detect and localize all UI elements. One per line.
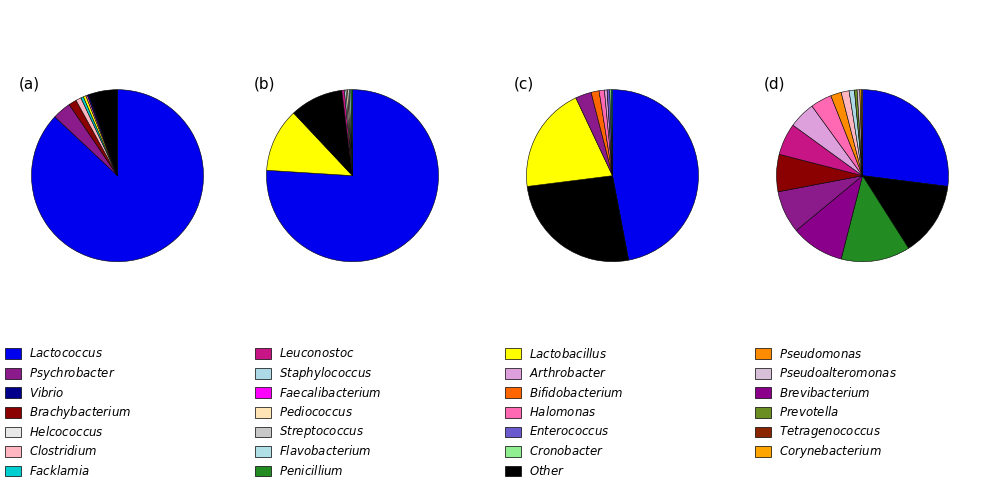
Wedge shape xyxy=(793,106,862,176)
Wedge shape xyxy=(294,90,352,176)
Wedge shape xyxy=(591,91,612,176)
Wedge shape xyxy=(862,90,948,186)
Wedge shape xyxy=(831,92,862,176)
Wedge shape xyxy=(342,90,352,176)
Text: $\it{Bifidobacterium}$: $\it{Bifidobacterium}$ xyxy=(529,386,624,400)
Text: (a): (a) xyxy=(19,77,40,92)
Wedge shape xyxy=(861,90,863,176)
Text: $\it{Pediococcus}$: $\it{Pediococcus}$ xyxy=(279,406,353,419)
Text: $\it{Lactobacillus}$: $\it{Lactobacillus}$ xyxy=(529,347,607,361)
Wedge shape xyxy=(611,90,612,176)
Wedge shape xyxy=(604,90,612,176)
Text: $\it{Helcococcus}$: $\it{Helcococcus}$ xyxy=(29,425,104,439)
Wedge shape xyxy=(527,176,629,262)
Wedge shape xyxy=(860,90,862,176)
Wedge shape xyxy=(69,101,118,176)
Wedge shape xyxy=(599,90,612,176)
Wedge shape xyxy=(83,96,118,176)
Text: $\it{Lactococcus}$: $\it{Lactococcus}$ xyxy=(29,347,103,360)
Text: $\it{Corynebacterium}$: $\it{Corynebacterium}$ xyxy=(779,443,882,460)
Wedge shape xyxy=(348,90,352,176)
Wedge shape xyxy=(854,90,862,176)
Wedge shape xyxy=(607,90,612,176)
Text: $\it{Penicillium}$: $\it{Penicillium}$ xyxy=(279,464,344,478)
Wedge shape xyxy=(812,96,862,176)
Wedge shape xyxy=(778,176,862,230)
Wedge shape xyxy=(610,90,612,176)
Wedge shape xyxy=(351,90,353,176)
Wedge shape xyxy=(777,154,862,192)
Wedge shape xyxy=(779,125,862,176)
Text: (d): (d) xyxy=(764,77,785,92)
Wedge shape xyxy=(267,113,352,176)
Wedge shape xyxy=(576,92,612,176)
Text: $\it{Enterococcus}$: $\it{Enterococcus}$ xyxy=(529,426,610,438)
Wedge shape xyxy=(86,95,118,176)
Wedge shape xyxy=(346,90,352,176)
Text: $\it{Pseudomonas}$: $\it{Pseudomonas}$ xyxy=(779,347,863,361)
Text: $\it{Clostridium}$: $\it{Clostridium}$ xyxy=(29,445,97,458)
Text: $\it{Brachybacterium}$: $\it{Brachybacterium}$ xyxy=(29,404,131,421)
Text: $\it{Halomonas}$: $\it{Halomonas}$ xyxy=(529,406,597,419)
Wedge shape xyxy=(32,90,203,262)
Wedge shape xyxy=(81,97,118,176)
Text: $\it{Pseudoalteromonas}$: $\it{Pseudoalteromonas}$ xyxy=(779,366,897,380)
Text: $\it{Faecalibacterium}$: $\it{Faecalibacterium}$ xyxy=(279,386,382,400)
Text: $\it{Facklamia}$: $\it{Facklamia}$ xyxy=(29,464,90,478)
Text: (c): (c) xyxy=(514,77,534,92)
Wedge shape xyxy=(344,90,352,176)
Text: $\it{Arthrobacter}$: $\it{Arthrobacter}$ xyxy=(529,366,607,380)
Text: $\it{Brevibacterium}$: $\it{Brevibacterium}$ xyxy=(779,386,870,400)
Wedge shape xyxy=(349,90,352,176)
Wedge shape xyxy=(841,91,862,176)
Text: $\it{Other}$: $\it{Other}$ xyxy=(529,464,565,478)
Text: $\it{Prevotella}$: $\it{Prevotella}$ xyxy=(779,406,839,419)
Text: $\it{Staphylococcus}$: $\it{Staphylococcus}$ xyxy=(279,365,372,382)
Wedge shape xyxy=(796,176,862,259)
Wedge shape xyxy=(862,176,948,248)
Text: $\it{Streptococcus}$: $\it{Streptococcus}$ xyxy=(279,424,364,440)
Wedge shape xyxy=(76,98,118,176)
Text: $\it{Leuconostoc}$: $\it{Leuconostoc}$ xyxy=(279,347,355,360)
Wedge shape xyxy=(55,104,118,176)
Wedge shape xyxy=(267,90,438,262)
Wedge shape xyxy=(527,98,612,186)
Text: $\it{Psychrobacter}$: $\it{Psychrobacter}$ xyxy=(29,365,115,382)
Text: $\it{Flavobacterium}$: $\it{Flavobacterium}$ xyxy=(279,445,372,458)
Wedge shape xyxy=(841,176,909,262)
Text: $\it{Tetragenococcus}$: $\it{Tetragenococcus}$ xyxy=(779,424,881,440)
Text: $\it{Vibrio}$: $\it{Vibrio}$ xyxy=(29,386,65,400)
Text: $\it{Cronobacter}$: $\it{Cronobacter}$ xyxy=(529,445,604,458)
Wedge shape xyxy=(87,95,118,176)
Text: (b): (b) xyxy=(254,77,275,92)
Wedge shape xyxy=(849,90,862,176)
Wedge shape xyxy=(612,90,698,260)
Wedge shape xyxy=(857,90,862,176)
Wedge shape xyxy=(89,90,118,176)
